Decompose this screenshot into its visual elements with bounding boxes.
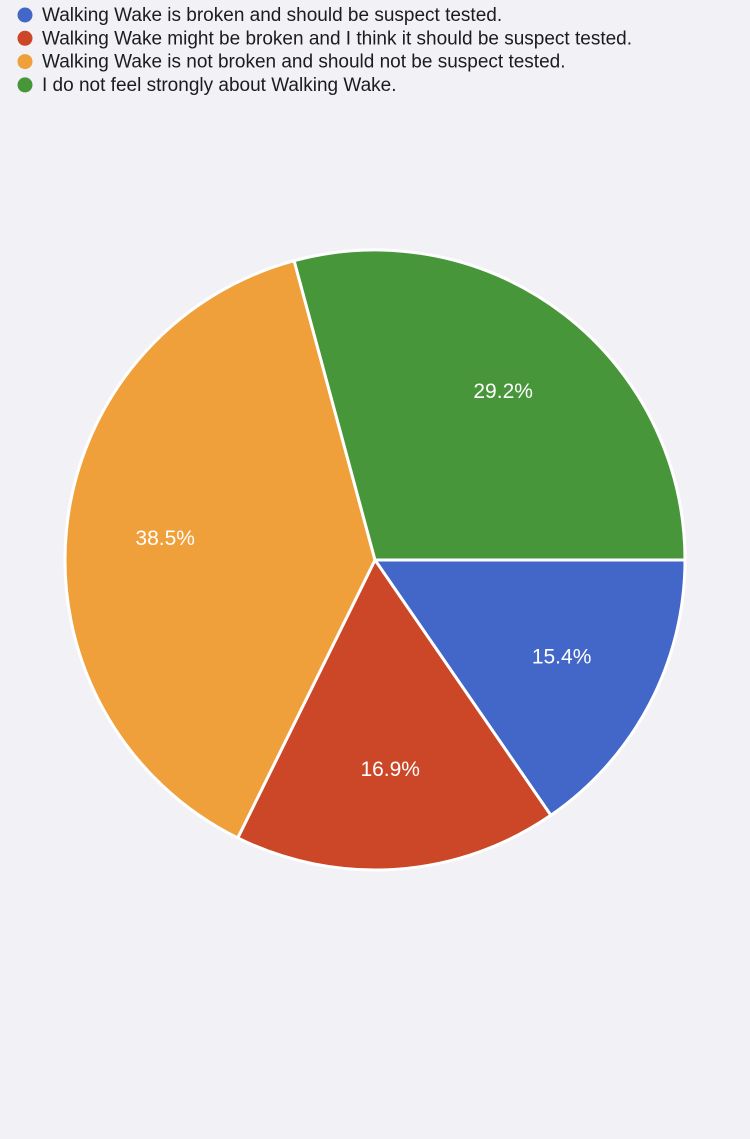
slice-label: 29.2% (473, 380, 533, 403)
pie-slice (373, 558, 687, 817)
legend-label: Walking Wake is not broken and should no… (42, 52, 566, 73)
pie-slice (63, 259, 377, 840)
pie-slice (292, 248, 687, 562)
legend-marker (17, 54, 33, 70)
legend-label: Walking Wake is broken and should be sus… (42, 5, 502, 26)
legend-marker (17, 77, 33, 93)
legend-marker (17, 7, 33, 23)
legend-label: I do not feel strongly about Walking Wak… (42, 75, 397, 96)
legend-marker (17, 30, 33, 46)
slice-label: 16.9% (360, 758, 420, 781)
slice-label: 15.4% (532, 646, 592, 669)
legend-label: Walking Wake might be broken and I think… (42, 28, 632, 49)
slice-label: 38.5% (135, 527, 195, 550)
pie-slice (236, 558, 553, 872)
